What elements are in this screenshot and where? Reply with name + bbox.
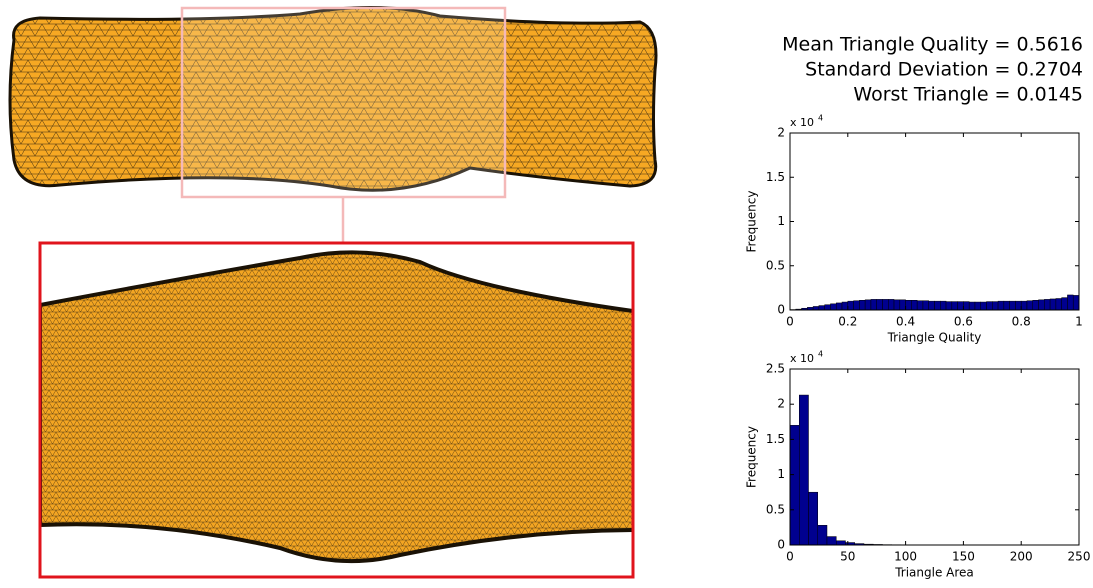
bar	[836, 303, 842, 310]
bar	[842, 302, 848, 310]
bar	[827, 537, 836, 545]
bar	[818, 525, 827, 545]
bar	[1015, 301, 1021, 310]
bar	[830, 304, 836, 310]
y-tick-label: 2	[777, 397, 785, 411]
x-tick-label: 50	[840, 550, 855, 564]
bar	[1056, 298, 1062, 310]
bar	[975, 302, 981, 310]
bar	[1033, 300, 1039, 310]
mesh-overview	[10, 7, 656, 243]
x-axis-label: Triangle Area	[894, 566, 974, 580]
y-tick-label: 0.5	[766, 502, 785, 516]
x-axis-label: Triangle Quality	[887, 331, 982, 345]
bar	[946, 302, 952, 310]
y-multiplier-exponent: 4	[818, 114, 823, 123]
bar	[888, 299, 894, 310]
bar	[1062, 298, 1068, 310]
y-tick-label: 0	[777, 303, 785, 317]
bar	[854, 301, 860, 310]
x-tick-label: 200	[1010, 550, 1033, 564]
bar	[963, 302, 969, 310]
bar	[877, 299, 883, 310]
bar	[958, 302, 964, 310]
bar	[799, 395, 808, 545]
x-tick-label: 0.6	[954, 315, 973, 329]
bar	[1010, 301, 1016, 310]
x-tick-label: 0.2	[838, 315, 857, 329]
y-tick-label: 0	[777, 538, 785, 552]
bar	[935, 301, 941, 310]
bar	[1050, 299, 1056, 310]
bar	[1044, 299, 1050, 310]
bar	[1021, 301, 1027, 310]
bar	[790, 425, 799, 545]
bar	[906, 300, 912, 310]
axes-frame	[790, 369, 1079, 545]
bar	[981, 302, 987, 310]
bar	[940, 301, 946, 310]
y-axis-label: Frequency	[745, 191, 759, 253]
bar	[900, 300, 906, 310]
bar	[923, 301, 929, 310]
figure: Mean Triangle Quality = 0.5616 Standard …	[0, 0, 1093, 588]
y-multiplier: x 10	[790, 352, 814, 365]
bar	[929, 301, 935, 310]
y-tick-label: 1.5	[766, 170, 785, 184]
bar	[894, 300, 900, 310]
axes-frame	[790, 133, 1079, 310]
x-tick-label: 250	[1068, 550, 1091, 564]
bar	[848, 301, 854, 310]
y-multiplier: x 10	[790, 116, 814, 129]
x-tick-label: 0	[786, 315, 794, 329]
bar	[969, 302, 975, 310]
y-tick-label: 2.5	[766, 362, 785, 376]
stat-worst: Worst Triangle = 0.0145	[853, 84, 1083, 106]
bar	[865, 300, 871, 310]
y-tick-label: 0.5	[766, 258, 785, 272]
y-tick-label: 1	[777, 214, 785, 228]
y-axis-label: Frequency	[745, 426, 759, 488]
y-tick-label: 2	[777, 126, 785, 140]
bar	[1039, 300, 1045, 310]
x-tick-label: 0.8	[1012, 315, 1031, 329]
bar	[819, 306, 825, 310]
stat-std: Standard Deviation = 0.2704	[805, 59, 1083, 81]
bar	[998, 301, 1004, 310]
y-tick-label: 1	[777, 467, 785, 481]
stat-mean: Mean Triangle Quality = 0.5616	[782, 34, 1083, 56]
y-multiplier-exponent: 4	[818, 350, 823, 359]
x-tick-label: 0.4	[896, 315, 915, 329]
bar	[808, 492, 817, 545]
bar	[992, 302, 998, 310]
x-tick-label: 0	[786, 550, 794, 564]
bar	[813, 306, 819, 310]
bar	[911, 300, 917, 310]
x-tick-label: 150	[952, 550, 975, 564]
bar	[871, 299, 877, 310]
bar	[859, 300, 865, 310]
bar	[836, 541, 845, 545]
y-tick-label: 1.5	[766, 432, 785, 446]
mesh-zoom	[40, 243, 640, 577]
bar	[1067, 295, 1073, 310]
bar	[1004, 301, 1010, 310]
bar	[987, 302, 993, 310]
bar	[1073, 295, 1079, 310]
x-tick-label: 1	[1075, 315, 1083, 329]
x-tick-label: 100	[894, 550, 917, 564]
bar	[882, 299, 888, 310]
bar	[825, 305, 831, 310]
bar	[952, 302, 958, 310]
bar	[1027, 301, 1033, 310]
bar	[917, 301, 923, 310]
